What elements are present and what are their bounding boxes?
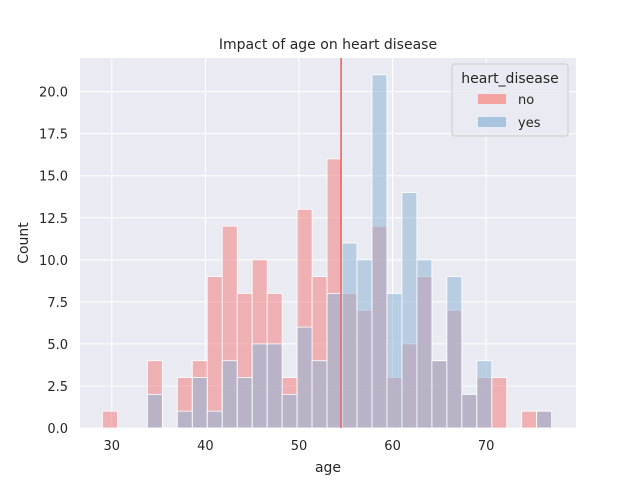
bar-yes [356,259,373,429]
legend: heart_disease no yes [451,63,569,137]
bar-no [206,276,223,429]
y-tick-label: 5.0 [47,338,68,353]
bar-yes [341,242,358,429]
bar-yes [221,360,238,429]
legend-swatch-no [478,94,506,104]
y-tick-label: 2.5 [47,380,68,395]
chart-title: Impact of age on heart disease [219,37,437,53]
x-tick-label: 50 [291,439,308,454]
bar-yes [446,276,463,429]
x-tick-label: 70 [478,439,495,454]
bar-yes [281,393,298,429]
bar-no [491,377,508,429]
bar-no [521,410,538,429]
bar-yes [191,377,208,429]
y-tick-label: 12.5 [39,212,68,227]
y-tick-label: 20.0 [39,86,68,101]
x-tick-label: 30 [104,439,121,454]
bar-yes [206,410,223,429]
x-axis-label: age [315,460,341,476]
bar-yes [236,377,253,429]
bar-yes [401,192,418,429]
bar-yes [461,393,478,429]
bar-yes [431,360,448,429]
y-tick-label: 10.0 [39,254,68,269]
x-axis-ticks: 30 40 50 60 70 [104,439,495,454]
y-tick-label: 0.0 [47,422,68,437]
bar-yes [176,410,193,429]
y-axis-ticks: 0.0 2.5 5.0 7.5 10.0 12.5 15.0 17.5 20.0 [39,86,68,437]
y-tick-label: 17.5 [39,128,68,143]
x-tick-label: 60 [384,439,401,454]
bar-yes [476,360,493,429]
bar-yes [266,343,283,429]
legend-label-yes: yes [518,116,541,131]
bar-yes [371,74,388,429]
y-tick-label: 7.5 [47,296,68,311]
y-axis-label: Count [16,222,32,264]
bar-yes [386,293,403,429]
legend-label-no: no [518,93,534,108]
series-yes-bars [146,74,553,429]
bar-yes [296,326,313,429]
legend-swatch-yes [478,117,506,127]
bar-yes [311,360,328,429]
bar-yes [251,343,268,429]
bar-yes [536,410,553,429]
bar-yes [326,293,343,429]
bar-yes [416,259,433,429]
bar-no [102,410,118,429]
y-tick-label: 15.0 [39,170,68,185]
bar-yes [146,393,163,429]
x-tick-label: 40 [197,439,214,454]
legend-title: heart_disease [461,71,558,87]
